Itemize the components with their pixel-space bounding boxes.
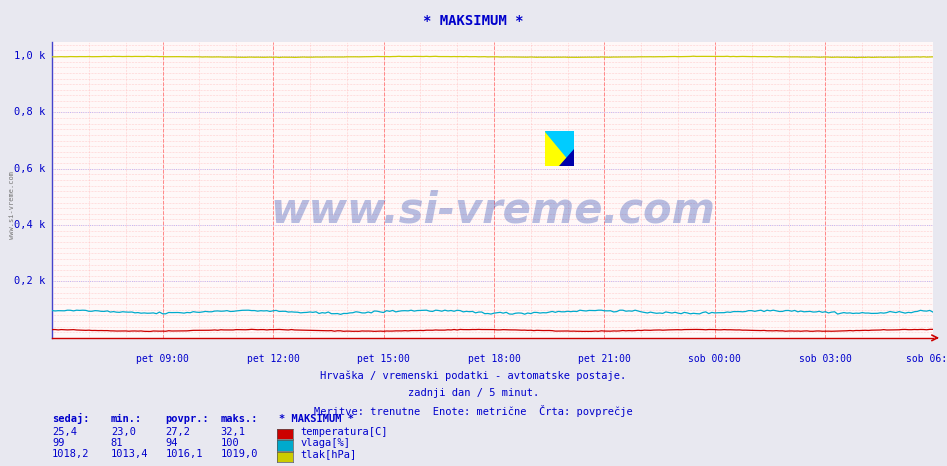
Text: pet 21:00: pet 21:00 (578, 354, 631, 364)
Text: min.:: min.: (111, 414, 142, 424)
Text: sedaj:: sedaj: (52, 413, 90, 424)
Text: * MAKSIMUM *: * MAKSIMUM * (423, 14, 524, 28)
Polygon shape (545, 131, 574, 166)
Text: sob 00:00: sob 00:00 (688, 354, 742, 364)
Text: 1016,1: 1016,1 (166, 450, 204, 459)
Text: vlaga[%]: vlaga[%] (300, 439, 350, 448)
Polygon shape (545, 131, 574, 166)
Text: * MAKSIMUM *: * MAKSIMUM * (279, 414, 354, 424)
Text: sob 03:00: sob 03:00 (799, 354, 852, 364)
Text: tlak[hPa]: tlak[hPa] (300, 450, 356, 459)
Text: pet 18:00: pet 18:00 (468, 354, 521, 364)
Text: Hrvaška / vremenski podatki - avtomatske postaje.: Hrvaška / vremenski podatki - avtomatske… (320, 370, 627, 381)
Text: pet 12:00: pet 12:00 (246, 354, 299, 364)
Text: 94: 94 (166, 439, 178, 448)
Text: 25,4: 25,4 (52, 427, 77, 437)
Text: www.si-vreme.com: www.si-vreme.com (270, 190, 715, 232)
Text: sob 06:00: sob 06:00 (906, 354, 947, 364)
Text: pet 15:00: pet 15:00 (357, 354, 410, 364)
Text: 0,2 k: 0,2 k (14, 276, 45, 287)
Text: 99: 99 (52, 439, 64, 448)
Text: 1013,4: 1013,4 (111, 450, 149, 459)
Text: 23,0: 23,0 (111, 427, 135, 437)
Text: 1019,0: 1019,0 (221, 450, 259, 459)
Text: Meritve: trenutne  Enote: metrične  Črta: povprečje: Meritve: trenutne Enote: metrične Črta: … (314, 405, 633, 418)
Text: www.si-vreme.com: www.si-vreme.com (9, 171, 15, 239)
Text: 81: 81 (111, 439, 123, 448)
Text: 1018,2: 1018,2 (52, 450, 90, 459)
Text: 0,6 k: 0,6 k (14, 164, 45, 174)
Text: povpr.:: povpr.: (166, 414, 209, 424)
Text: 0,8 k: 0,8 k (14, 107, 45, 117)
Text: 32,1: 32,1 (221, 427, 245, 437)
Text: 0,4 k: 0,4 k (14, 220, 45, 230)
Text: pet 09:00: pet 09:00 (136, 354, 189, 364)
Text: 1,0 k: 1,0 k (14, 51, 45, 61)
Text: 27,2: 27,2 (166, 427, 190, 437)
Polygon shape (560, 149, 574, 166)
Text: temperatura[C]: temperatura[C] (300, 427, 387, 437)
Text: maks.:: maks.: (221, 414, 259, 424)
Text: zadnji dan / 5 minut.: zadnji dan / 5 minut. (408, 388, 539, 398)
Text: 100: 100 (221, 439, 240, 448)
